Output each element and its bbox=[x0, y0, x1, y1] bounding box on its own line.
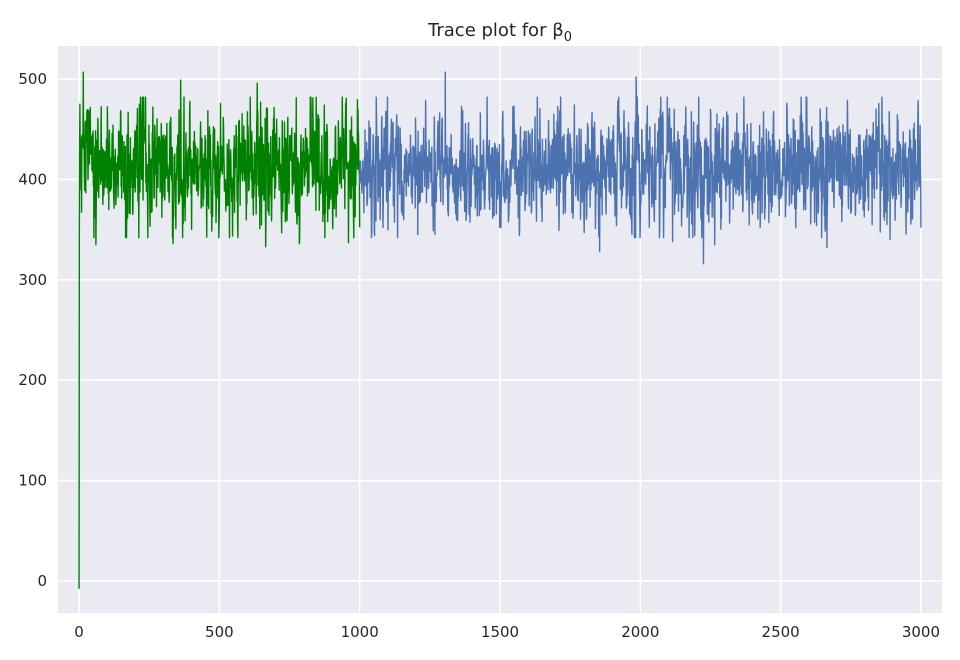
x-tick-label: 2000 bbox=[621, 623, 659, 641]
y-tick-label: 500 bbox=[18, 70, 47, 88]
trace-line-series-1 bbox=[358, 71, 922, 265]
x-tick-label: 3000 bbox=[902, 623, 940, 641]
x-tick-label: 500 bbox=[205, 623, 234, 641]
chart-title: Trace plot for β0 bbox=[427, 20, 572, 45]
y-tick-label: 400 bbox=[18, 170, 47, 188]
grid-lines bbox=[58, 46, 942, 613]
x-tick-label: 1000 bbox=[341, 623, 379, 641]
y-tick-label: 200 bbox=[18, 371, 47, 389]
y-tick-label: 0 bbox=[37, 572, 47, 590]
y-tick-labels: 0 100 200 300 400 500 bbox=[18, 70, 47, 590]
trace-line-series-0 bbox=[78, 71, 361, 589]
x-tick-label: 1500 bbox=[481, 623, 519, 641]
x-tick-labels: 0 500 1000 1500 2000 2500 3000 bbox=[74, 623, 940, 641]
x-tick-label: 0 bbox=[74, 623, 84, 641]
chart-title-subscript: 0 bbox=[564, 30, 572, 45]
series-group bbox=[78, 71, 922, 589]
y-tick-label: 300 bbox=[18, 271, 47, 289]
y-tick-label: 100 bbox=[18, 472, 47, 490]
x-tick-label: 2500 bbox=[762, 623, 800, 641]
